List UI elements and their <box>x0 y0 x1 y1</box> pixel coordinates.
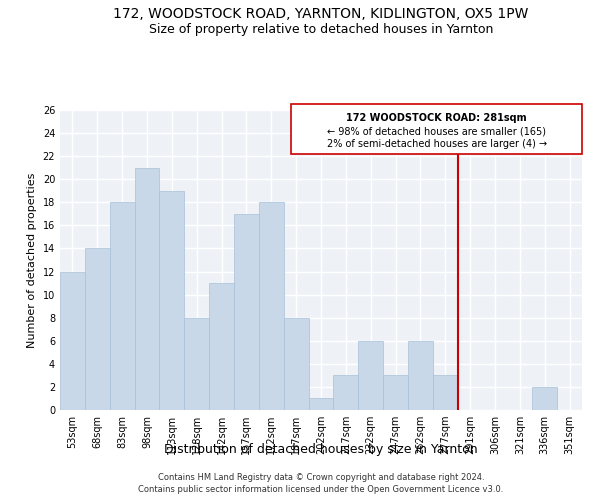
Text: Contains public sector information licensed under the Open Government Licence v3: Contains public sector information licen… <box>139 485 503 494</box>
Bar <box>85 248 110 410</box>
Bar <box>234 214 259 410</box>
Text: Size of property relative to detached houses in Yarnton: Size of property relative to detached ho… <box>149 22 493 36</box>
Bar <box>383 376 408 410</box>
Bar <box>408 341 433 410</box>
Text: Contains HM Land Registry data © Crown copyright and database right 2024.: Contains HM Land Registry data © Crown c… <box>158 472 484 482</box>
Text: Distribution of detached houses by size in Yarnton: Distribution of detached houses by size … <box>164 442 478 456</box>
Text: 172 WOODSTOCK ROAD: 281sqm: 172 WOODSTOCK ROAD: 281sqm <box>346 114 527 124</box>
Bar <box>433 376 458 410</box>
Bar <box>308 398 334 410</box>
Bar <box>284 318 308 410</box>
Bar <box>184 318 209 410</box>
Text: 2% of semi-detached houses are larger (4) →: 2% of semi-detached houses are larger (4… <box>326 139 547 149</box>
Text: ← 98% of detached houses are smaller (165): ← 98% of detached houses are smaller (16… <box>327 126 546 136</box>
Bar <box>532 387 557 410</box>
Y-axis label: Number of detached properties: Number of detached properties <box>27 172 37 348</box>
Bar <box>60 272 85 410</box>
Text: 172, WOODSTOCK ROAD, YARNTON, KIDLINGTON, OX5 1PW: 172, WOODSTOCK ROAD, YARNTON, KIDLINGTON… <box>113 8 529 22</box>
Bar <box>259 202 284 410</box>
Bar <box>209 283 234 410</box>
Bar <box>110 202 134 410</box>
Bar <box>358 341 383 410</box>
Bar <box>134 168 160 410</box>
Bar <box>334 376 358 410</box>
Bar <box>160 191 184 410</box>
Bar <box>291 104 582 154</box>
